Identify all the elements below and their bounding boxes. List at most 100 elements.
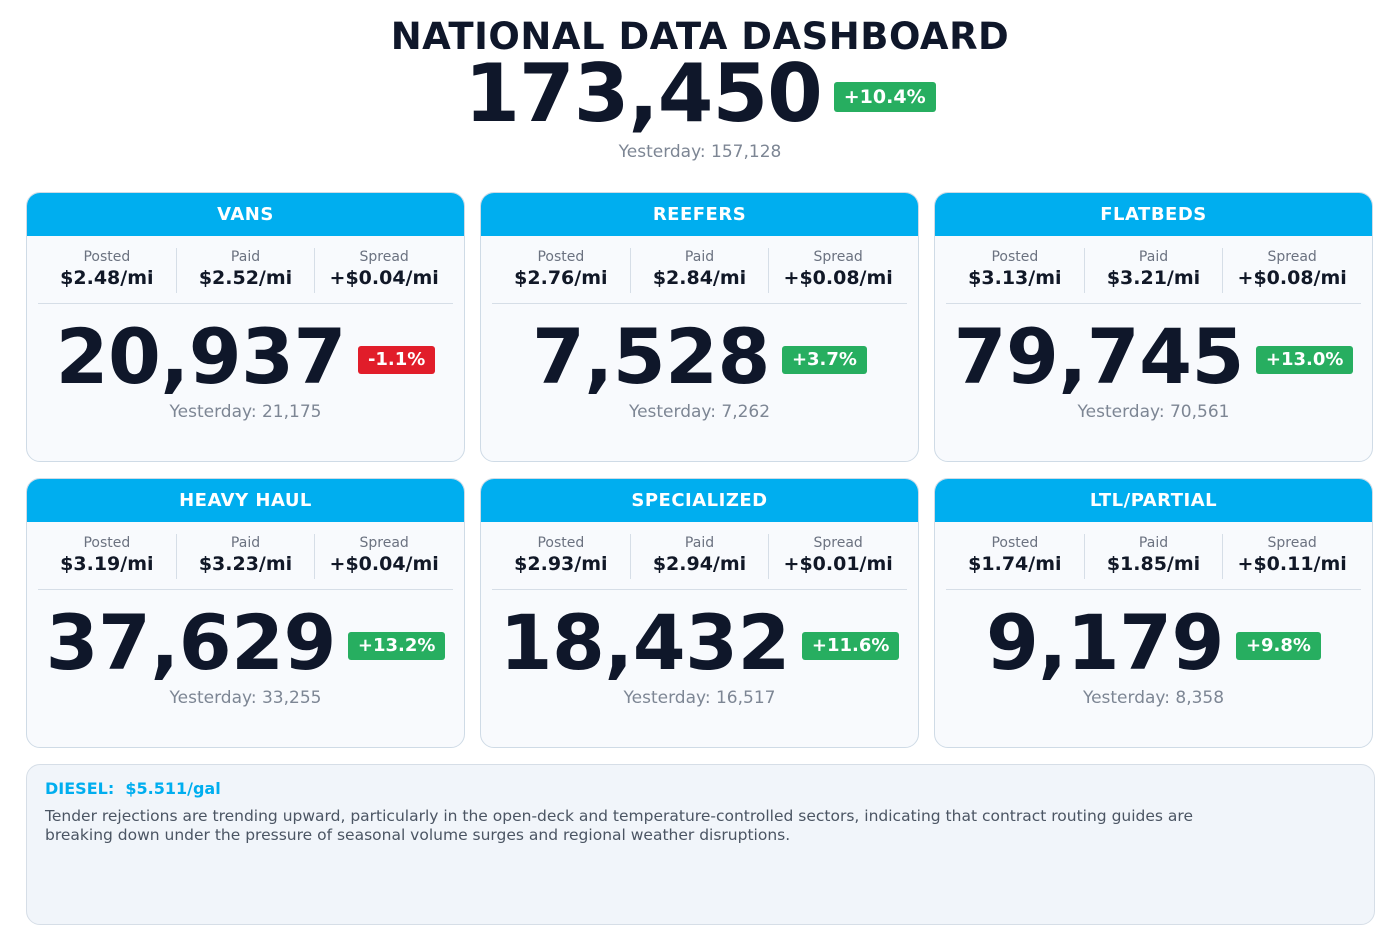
metric-posted: Posted $3.13/mi [946,248,1085,293]
total-change-badge: +10.4% [833,82,936,112]
yesterday-value: Yesterday: 7,262 [628,402,771,422]
yesterday-value: Yesterday: 33,255 [169,688,322,708]
metric-spread: Spread +$0.11/mi [1223,534,1361,579]
card-title: SPECIALIZED [481,479,918,522]
metric-paid: Paid $2.94/mi [631,534,770,579]
diesel-price: DIESEL: $5.511/gal [45,779,221,798]
metric-value: +$0.11/mi [1237,553,1347,575]
metric-spread: Spread +$0.08/mi [1223,248,1361,293]
load-count-row: 18,432 +11.6% [481,602,918,684]
metric-label: Paid [684,535,715,551]
metric-posted: Posted $1.74/mi [946,534,1085,579]
change-badge: +3.7% [781,346,867,374]
card-heavy-haul: HEAVY HAUL Posted $3.19/mi Paid $3.23/mi… [26,478,465,748]
yesterday-value: Yesterday: 21,175 [169,402,322,422]
load-count: 7,528 [532,312,770,401]
metric-label: Paid [684,249,715,265]
page-title: NATIONAL DATA DASHBOARD [390,15,1010,58]
metric-label: Posted [83,535,131,551]
metric-label: Posted [83,249,131,265]
yesterday-value: Yesterday: 70,561 [1077,402,1230,422]
card-title: REEFERS [481,193,918,236]
metric-value: +$0.08/mi [783,267,893,289]
metric-value: $1.74/mi [968,553,1062,575]
metric-posted: Posted $2.93/mi [492,534,631,579]
metric-value: $2.48/mi [60,267,154,289]
load-count-row: 79,745 +13.0% [935,316,1372,398]
load-count-row: 20,937 -1.1% [27,316,464,398]
metric-label: Spread [813,249,863,265]
metric-value: $1.85/mi [1106,553,1201,575]
metric-label: Spread [1267,535,1317,551]
metric-label: Spread [359,249,409,265]
metric-paid: Paid $2.84/mi [631,248,770,293]
rate-metrics: Posted $1.74/mi Paid $1.85/mi Spread +$0… [946,534,1361,590]
card-title: FLATBEDS [935,193,1372,236]
metric-spread: Spread +$0.04/mi [315,534,453,579]
metric-value: $2.93/mi [514,553,608,575]
metric-value: $2.84/mi [652,267,747,289]
metric-label: Paid [230,249,261,265]
metric-value: $3.13/mi [968,267,1062,289]
metric-value: +$0.08/mi [1237,267,1347,289]
market-note-panel: DIESEL: $5.511/gal Tender rejections are… [26,764,1375,925]
metric-posted: Posted $2.76/mi [492,248,631,293]
rate-metrics: Posted $2.93/mi Paid $2.94/mi Spread +$0… [492,534,907,590]
card-title: LTL/PARTIAL [935,479,1372,522]
metric-value: $2.94/mi [652,553,747,575]
load-count-row: 9,179 +9.8% [935,602,1372,684]
metric-value: $2.52/mi [198,267,293,289]
load-count: 79,745 [953,312,1245,401]
rate-metrics: Posted $3.13/mi Paid $3.21/mi Spread +$0… [946,248,1361,304]
yesterday-value: Yesterday: 8,358 [1082,688,1225,708]
metric-spread: Spread +$0.08/mi [769,248,907,293]
metric-label: Spread [813,535,863,551]
metric-paid: Paid $3.21/mi [1085,248,1224,293]
rate-metrics: Posted $3.19/mi Paid $3.23/mi Spread +$0… [38,534,453,590]
yesterday-value: Yesterday: 16,517 [623,688,776,708]
load-count: 18,432 [499,598,791,687]
metric-label: Spread [1267,249,1317,265]
metric-label: Posted [537,249,585,265]
load-count: 9,179 [986,598,1224,687]
total-yesterday: Yesterday: 157,128 [618,142,782,162]
metric-value: $3.19/mi [60,553,154,575]
card-title: HEAVY HAUL [27,479,464,522]
card-flatbeds: FLATBEDS Posted $3.13/mi Paid $3.21/mi S… [934,192,1373,462]
metric-label: Posted [991,535,1039,551]
load-count-row: 37,629 +13.2% [27,602,464,684]
total-summary: 173,450 +10.4% [0,52,1400,136]
change-badge: +13.0% [1255,346,1354,374]
metric-paid: Paid $3.23/mi [177,534,316,579]
metric-paid: Paid $1.85/mi [1085,534,1224,579]
equipment-cards-grid: VANS Posted $2.48/mi Paid $2.52/mi Sprea… [26,192,1374,748]
change-badge: +13.2% [347,632,446,660]
metric-label: Spread [359,535,409,551]
card-vans: VANS Posted $2.48/mi Paid $2.52/mi Sprea… [26,192,465,462]
metric-label: Posted [537,535,585,551]
change-badge: +11.6% [801,632,900,660]
metric-value: $3.21/mi [1106,267,1201,289]
card-reefers: REEFERS Posted $2.76/mi Paid $2.84/mi Sp… [480,192,919,462]
change-badge: -1.1% [357,346,436,374]
metric-posted: Posted $2.48/mi [38,248,177,293]
rate-metrics: Posted $2.48/mi Paid $2.52/mi Spread +$0… [38,248,453,304]
rate-metrics: Posted $2.76/mi Paid $2.84/mi Spread +$0… [492,248,907,304]
market-commentary: Tender rejections are trending upward, p… [45,807,1193,844]
change-badge: +9.8% [1235,632,1321,660]
metric-label: Posted [991,249,1039,265]
metric-label: Paid [1138,249,1169,265]
metric-spread: Spread +$0.01/mi [769,534,907,579]
metric-value: $3.23/mi [198,553,293,575]
metric-spread: Spread +$0.04/mi [315,248,453,293]
metric-value: $2.76/mi [514,267,608,289]
metric-value: +$0.04/mi [329,553,439,575]
metric-paid: Paid $2.52/mi [177,248,316,293]
metric-label: Paid [1138,535,1169,551]
metric-posted: Posted $3.19/mi [38,534,177,579]
metric-value: +$0.01/mi [783,553,893,575]
metric-value: +$0.04/mi [329,267,439,289]
total-value: 173,450 [464,47,822,140]
card-title: VANS [27,193,464,236]
load-count: 20,937 [55,312,347,401]
